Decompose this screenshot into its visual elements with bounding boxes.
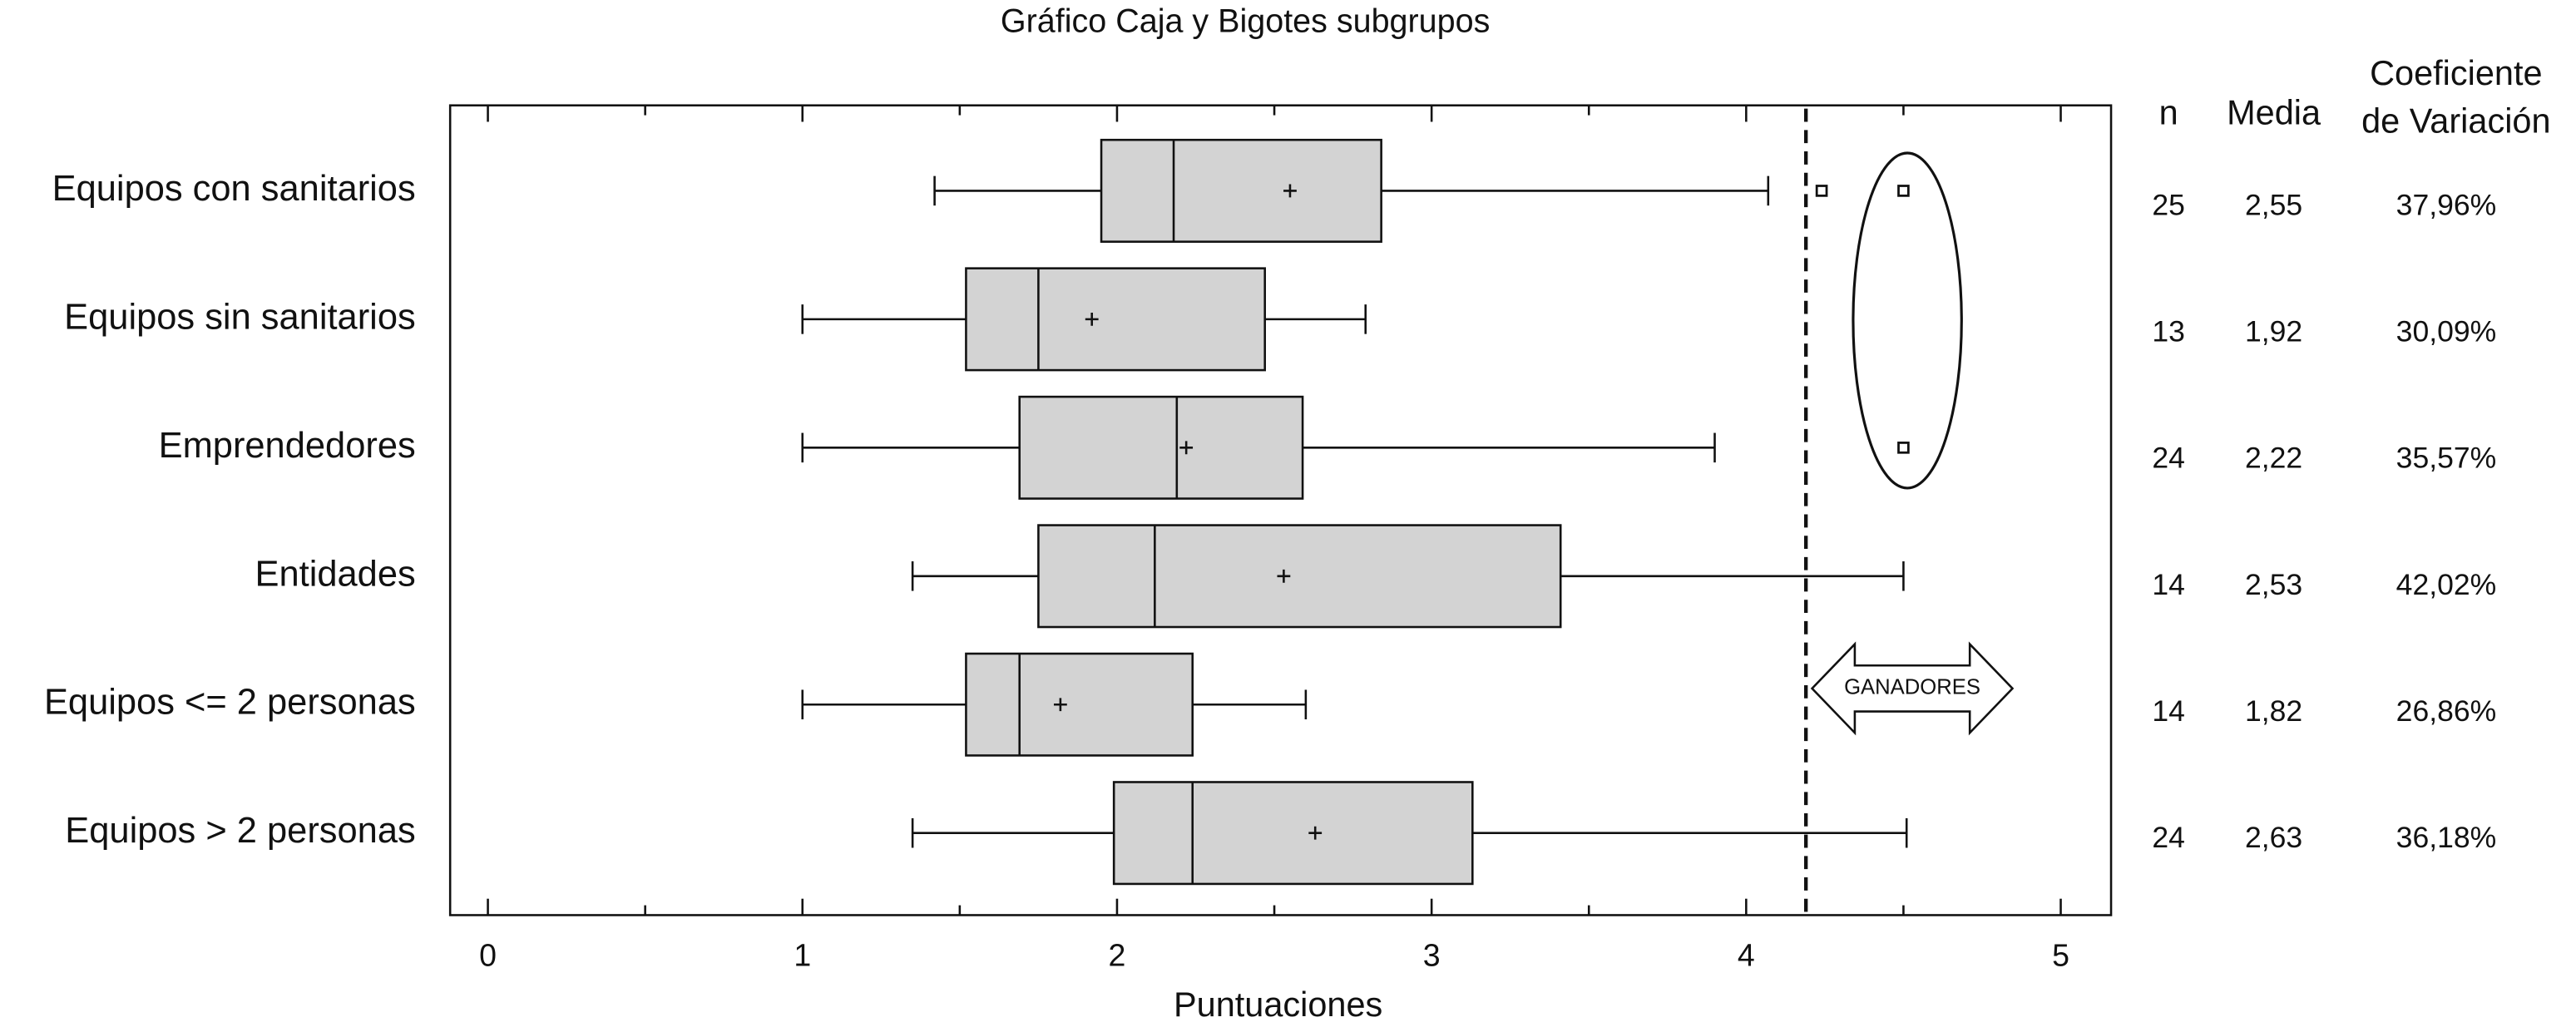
x-tick-label: 4 [1738, 938, 1755, 973]
box [1037, 524, 1562, 629]
table-cell: 42,02% [2396, 568, 2497, 601]
table-cell: 36,18% [2396, 821, 2497, 854]
annotation-text: GANADORES [1844, 676, 1980, 699]
x-axis-label: Puntuaciones [1174, 985, 1382, 1024]
table-cell: 14 [2152, 694, 2185, 728]
table-header: n [2159, 93, 2178, 132]
table-cell: 37,96% [2396, 189, 2497, 222]
box [965, 652, 1194, 757]
outlier [1897, 185, 1910, 197]
table-cell: 1,82 [2245, 694, 2302, 728]
table-cell: 13 [2152, 315, 2185, 348]
table-cell: 2,55 [2245, 189, 2302, 222]
mean-marker [1085, 312, 1099, 326]
box [965, 267, 1266, 372]
x-tick-label: 0 [479, 938, 497, 973]
table-header: de Variación [2361, 101, 2550, 140]
mean-marker [1053, 698, 1067, 712]
outlier-ellipse [1852, 151, 1963, 490]
category-label: Equipos con sanitarios [52, 169, 416, 209]
chart-title: Gráfico Caja y Bigotes subgrupos [1001, 2, 1490, 39]
mean-marker [1277, 569, 1291, 583]
outlier [1815, 185, 1828, 197]
category-label: Emprendedores [159, 426, 416, 466]
table-cell: 2,63 [2245, 821, 2302, 854]
box [1018, 395, 1304, 500]
x-tick-label: 5 [2052, 938, 2069, 973]
table-header: Coeficiente [2370, 53, 2542, 92]
table-cell: 26,86% [2396, 694, 2497, 728]
category-label: Equipos <= 2 personas [44, 683, 416, 723]
x-tick-label: 3 [1423, 938, 1441, 973]
category-label: Entidades [255, 554, 416, 594]
mean-marker [1283, 184, 1297, 198]
table-cell: 24 [2152, 821, 2185, 854]
table-cell: 14 [2152, 568, 2185, 601]
box [1100, 138, 1382, 243]
table-cell: 2,53 [2245, 568, 2302, 601]
table-cell: 25 [2152, 189, 2185, 222]
plot-frame [448, 104, 2113, 916]
table-cell: 1,92 [2245, 315, 2302, 348]
category-label: Equipos sin sanitarios [64, 297, 416, 337]
table-cell: 35,57% [2396, 442, 2497, 475]
mean-marker [1308, 826, 1323, 840]
mean-marker [1179, 441, 1194, 455]
annotation-arrow [1810, 641, 2015, 736]
table-header: Media [2227, 93, 2321, 132]
box [1112, 781, 1474, 886]
outlier [1897, 442, 1910, 454]
x-tick-label: 2 [1109, 938, 1126, 973]
category-label: Equipos > 2 personas [65, 811, 415, 851]
table-cell: 30,09% [2396, 315, 2497, 348]
table-cell: 24 [2152, 442, 2185, 475]
table-cell: 2,22 [2245, 442, 2302, 475]
x-tick-label: 1 [794, 938, 811, 973]
